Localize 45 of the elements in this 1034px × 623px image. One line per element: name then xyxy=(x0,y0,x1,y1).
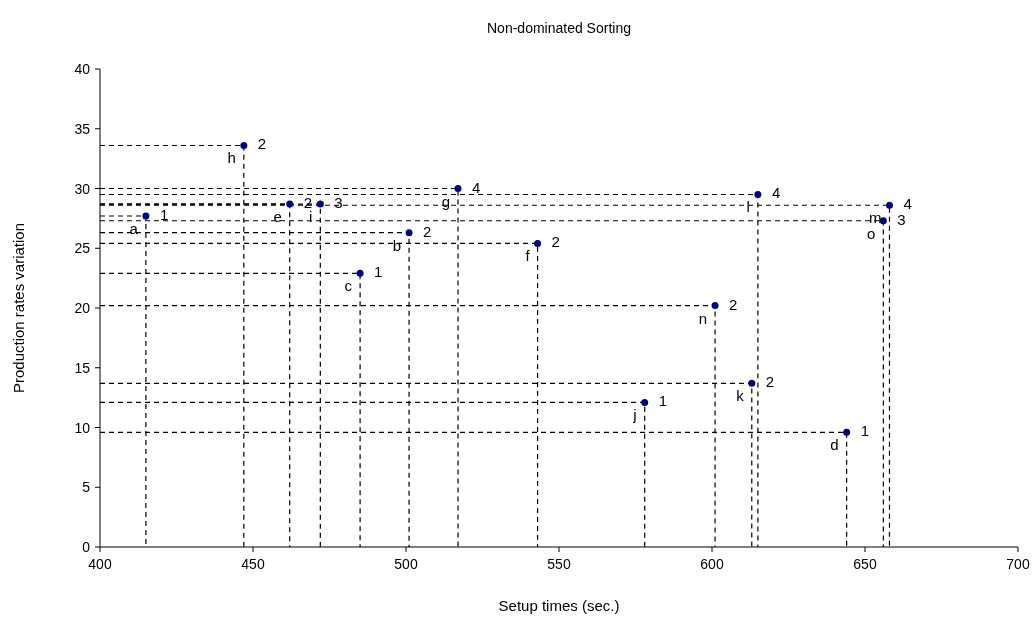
annotation: 2 xyxy=(423,222,432,240)
y-tick-label: 35 xyxy=(74,120,91,137)
y-tick-label: 40 xyxy=(74,61,91,77)
annotation: e xyxy=(273,208,282,226)
annotation: j xyxy=(632,406,637,424)
chart-title: Non-dominated Sorting xyxy=(487,20,631,36)
annotation: 4 xyxy=(472,178,481,196)
x-tick-label: 650 xyxy=(853,556,877,572)
annotation: 1 xyxy=(860,422,869,440)
x-axis-title: Setup times (sec.) xyxy=(498,597,620,614)
x-tick-label: 600 xyxy=(700,556,724,572)
annotation: l xyxy=(746,198,750,216)
annotation: 1 xyxy=(159,205,169,223)
annotation: 3 xyxy=(334,194,343,212)
x-tick-label: 700 xyxy=(1006,556,1030,572)
annotation: o xyxy=(867,224,876,242)
x-tick-label: 500 xyxy=(394,556,418,572)
x-tick-label: 400 xyxy=(88,556,112,572)
annotation: m xyxy=(868,209,882,227)
y-tick-label: 5 xyxy=(82,479,91,496)
annotation: 2 xyxy=(257,135,267,153)
y-tick-label: 20 xyxy=(74,300,91,316)
y-tick-label: 0 xyxy=(82,539,91,555)
y-tick-label: 30 xyxy=(74,180,91,197)
annotation: 1 xyxy=(374,263,383,281)
annotation: 4 xyxy=(903,195,912,213)
annotation: d xyxy=(830,436,839,454)
annotation: k xyxy=(736,387,745,405)
annotation: 3 xyxy=(897,210,906,228)
annotation: c xyxy=(344,277,353,295)
y-tick-label: 15 xyxy=(74,359,91,376)
annotation: n xyxy=(698,309,708,327)
annotation: 2 xyxy=(729,295,738,313)
annotation: 2 xyxy=(765,373,775,391)
annotation: 2 xyxy=(551,233,560,251)
y-tick-label: 10 xyxy=(74,419,91,436)
annotation: f xyxy=(525,247,531,265)
annotation: h xyxy=(227,149,236,167)
x-tick-label: 450 xyxy=(241,556,265,572)
x-tick-label: 550 xyxy=(547,556,571,572)
annotation: 1 xyxy=(658,392,668,410)
annotation: i xyxy=(308,208,313,226)
y-axis-title: Production rates variation xyxy=(10,222,27,394)
annotation: 4 xyxy=(771,184,781,202)
y-tick-label: 25 xyxy=(74,240,91,257)
